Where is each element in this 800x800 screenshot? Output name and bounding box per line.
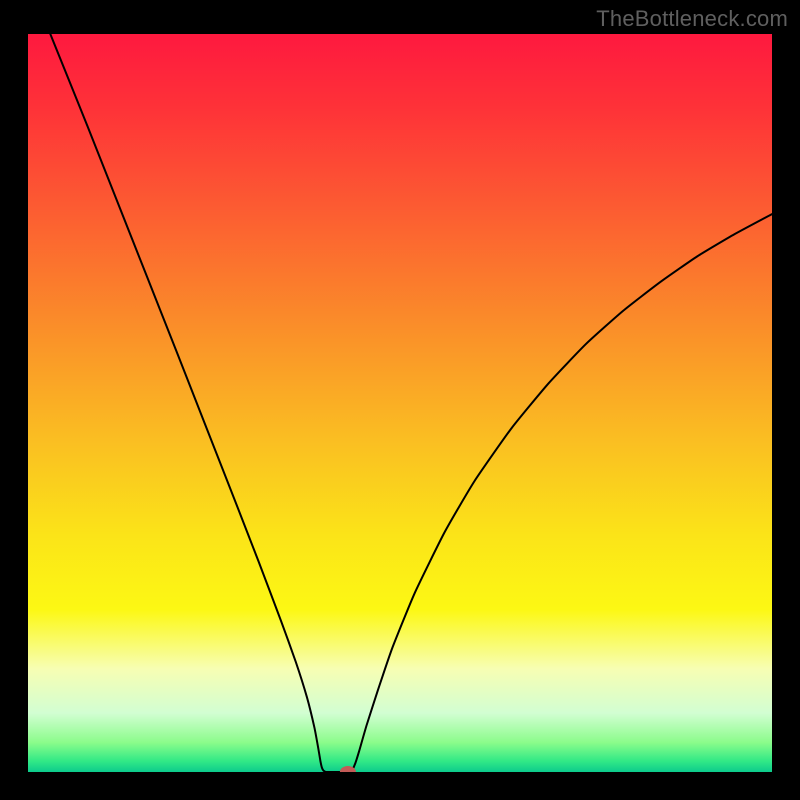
watermark-text: TheBottleneck.com	[596, 6, 788, 32]
plot-svg	[28, 34, 772, 772]
plot-area	[28, 34, 772, 772]
chart-root: TheBottleneck.com	[0, 0, 800, 800]
gradient-background	[28, 34, 772, 772]
